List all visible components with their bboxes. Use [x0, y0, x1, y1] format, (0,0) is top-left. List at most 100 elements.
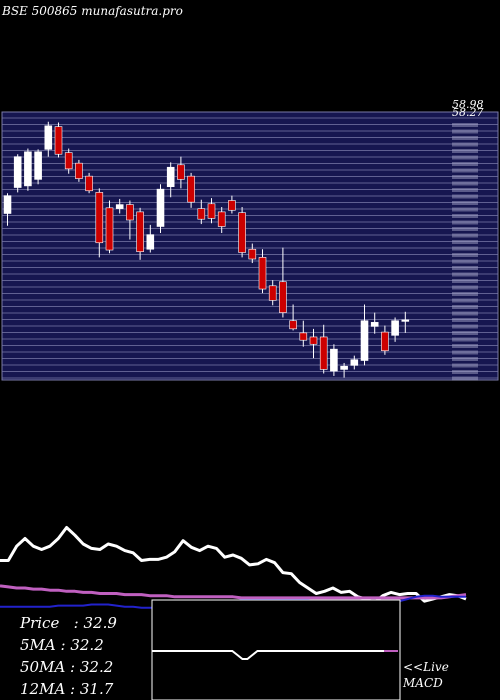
candles-group [3, 121, 410, 378]
candle-down [217, 211, 226, 227]
price-axis-tick-label [452, 344, 478, 348]
macd-live-label: <<Live [403, 660, 449, 674]
price-axis-tick-label [452, 266, 478, 270]
price-axis-tick-label [452, 149, 478, 153]
price-axis-tick-label [452, 292, 478, 296]
stat-price-value: 32.9 [83, 614, 117, 632]
price-axis-tick-label [452, 318, 478, 322]
candle-down [319, 336, 328, 370]
price-axis-tick-label [452, 129, 478, 134]
price-axis-tick-label [452, 155, 478, 160]
price-trend-line [0, 526, 467, 604]
candle-up [115, 204, 124, 209]
price-panel-bg [1, 111, 499, 381]
candle-up [340, 365, 348, 370]
candle-down [126, 204, 134, 221]
price-axis-tick-label [452, 370, 478, 374]
price-axis-tick-label [452, 298, 478, 303]
price-axis-tick-label [452, 227, 478, 231]
candle-up [156, 188, 165, 227]
price-axis-tick-label [452, 168, 478, 173]
candle-up [330, 348, 338, 372]
candle-up [44, 125, 53, 150]
stat-5ma-name: 5MA [20, 636, 56, 654]
price-axis-tick-label [452, 363, 478, 368]
price-axis-tick-label [452, 188, 478, 192]
candle-down [309, 336, 318, 345]
candle-down [258, 257, 267, 290]
candle-down [381, 331, 389, 352]
price-axis-tick-label [452, 240, 478, 244]
candle-down [177, 164, 185, 180]
price-axis-tick-label [452, 194, 478, 199]
candle-down [299, 332, 308, 341]
price-axis-tick-label [452, 181, 478, 186]
price-axis-tick-label [452, 272, 478, 277]
price-axis-tick-label [452, 279, 478, 283]
candle-down [289, 320, 297, 330]
price-axis-label: 58.27 [452, 106, 484, 119]
candle-up [370, 322, 379, 327]
candle-up [24, 151, 32, 187]
stat-5ma: 5MA : 32.2 [20, 636, 104, 654]
price-axis-tick-label [452, 350, 478, 355]
stat-price: Price : 32.9 [20, 614, 117, 632]
candle-up [166, 166, 175, 188]
candle-down [136, 211, 144, 252]
indicator-lines [0, 526, 467, 609]
price-axis-label: 58.98 [452, 98, 484, 111]
candle-up [360, 320, 369, 361]
candle-up [146, 234, 155, 250]
candle-down [238, 212, 246, 253]
price-axis-tick-label [452, 311, 478, 316]
price-panel [1, 111, 499, 381]
price-axis-tick-label [452, 233, 478, 238]
price-axis-tick-label [452, 253, 478, 257]
candle-down [187, 175, 195, 203]
candle-down [279, 281, 287, 313]
macd-panel [151, 599, 401, 700]
candle-up [350, 359, 359, 366]
stat-5ma-value: 32.2 [70, 636, 104, 654]
price-axis-tick-label [452, 246, 478, 251]
stat-50ma-name: 50MA [20, 658, 66, 676]
candle-down [248, 248, 257, 260]
price-axis-tick-label [452, 331, 478, 335]
candle-down [207, 203, 216, 219]
price-axis-tick-label [452, 324, 478, 329]
price-axis-tick-label [452, 357, 478, 361]
candle-down [105, 207, 114, 251]
stat-12ma-name: 12MA [20, 680, 66, 698]
price-axis-tick-label [452, 136, 478, 140]
price-axis-tick-label [452, 201, 478, 205]
price-axis-tick-label [452, 259, 478, 264]
candle-up [401, 319, 410, 322]
price-axis-tick-label [452, 162, 478, 166]
stat-12ma: 12MA : 31.7 [20, 680, 114, 698]
stat-50ma-value: 32.2 [79, 658, 114, 676]
price-axis-tick-label [452, 220, 478, 225]
candle-down [75, 162, 83, 179]
moving-average-line [0, 584, 467, 600]
stat-50ma: 50MA : 32.2 [20, 658, 114, 676]
macd-line [152, 650, 388, 660]
candle-down [95, 192, 104, 244]
candle-down [85, 175, 93, 192]
price-axis-tick-label [452, 214, 478, 218]
candle-up [13, 156, 22, 188]
price-axis-tick-label [452, 142, 478, 147]
candle-down [197, 208, 206, 220]
macd-name-label: MACD [403, 676, 443, 690]
price-axis-tick-label [452, 175, 478, 179]
candle-down [64, 152, 73, 170]
candle-up [3, 195, 12, 214]
stat-price-name: Price [20, 614, 60, 632]
stat-12ma-value: 31.7 [79, 680, 114, 698]
chart-source-title: BSE 500865 munafasutra.pro [1, 4, 183, 18]
candle-down [268, 285, 277, 301]
price-axis-tick-label [452, 305, 478, 309]
candle-up [34, 151, 42, 180]
